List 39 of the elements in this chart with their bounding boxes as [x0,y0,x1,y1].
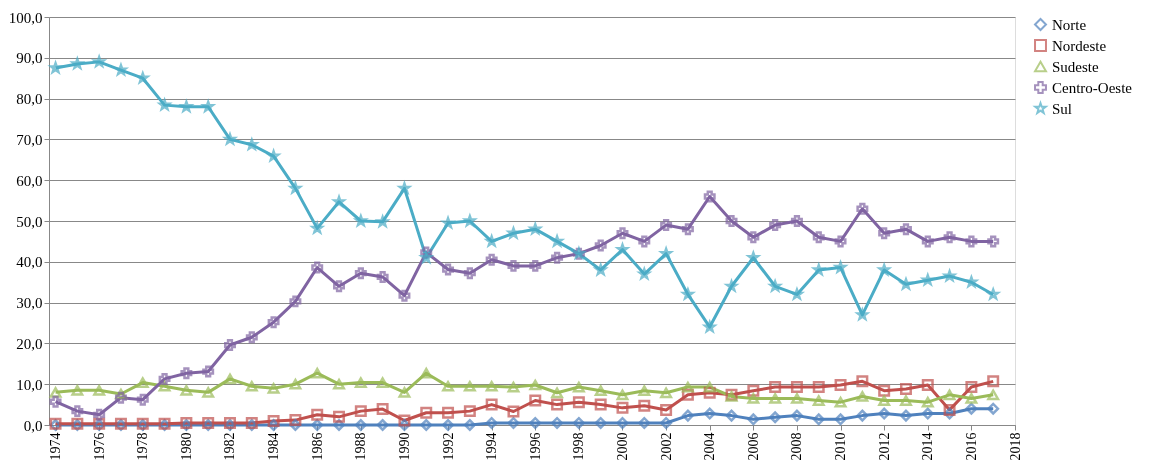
x-tick-label: 2018 [1007,432,1023,461]
x-tick-label: 1974 [48,432,64,461]
x-tick-label: 1998 [571,432,587,461]
y-tick-label: 60,0 [16,172,43,189]
x-tick-label: 1976 [91,432,107,461]
x-tick-label: 1992 [440,432,456,461]
x-tick-label: 1986 [309,432,325,461]
y-tick-label: 40,0 [16,254,43,271]
x-tick-label: 2002 [658,432,674,461]
x-tick-label: 2016 [963,432,979,461]
y-tick-label: 30,0 [16,295,43,312]
legend-label: Sul [1052,100,1073,117]
y-tick-label: 10,0 [16,376,43,393]
x-tick-label: 2000 [614,432,630,461]
x-tick-label: 2012 [876,432,892,461]
y-tick-label: 100,0 [8,9,43,26]
x-tick-label: 2014 [920,432,936,461]
x-tick-label: 1996 [527,432,543,461]
legend-label: Norte [1052,16,1087,33]
x-tick-label: 1982 [222,432,238,461]
x-tick-label: 1988 [353,432,369,461]
x-tick-label: 2010 [833,432,849,461]
x-tick-label: 2004 [702,432,718,461]
x-tick-label: 1978 [135,432,151,461]
x-tick-label: 1994 [484,432,500,461]
legend-label: Sudeste [1052,58,1099,75]
y-tick-label: 50,0 [16,213,43,230]
x-tick-label: 1980 [178,432,194,461]
x-tick-label: 2006 [745,432,761,461]
legend-label: Centro-Oeste [1052,79,1133,96]
x-tick-label: 2008 [789,432,805,461]
x-tick-label: 1990 [396,432,412,461]
legend-label: Nordeste [1052,37,1107,54]
y-tick-label: 0,0 [23,417,43,434]
y-tick-label: 80,0 [16,91,43,108]
y-tick-label: 20,0 [16,335,43,352]
y-tick-label: 70,0 [16,131,43,148]
x-tick-label: 1984 [266,432,282,461]
y-tick-label: 90,0 [16,50,43,67]
